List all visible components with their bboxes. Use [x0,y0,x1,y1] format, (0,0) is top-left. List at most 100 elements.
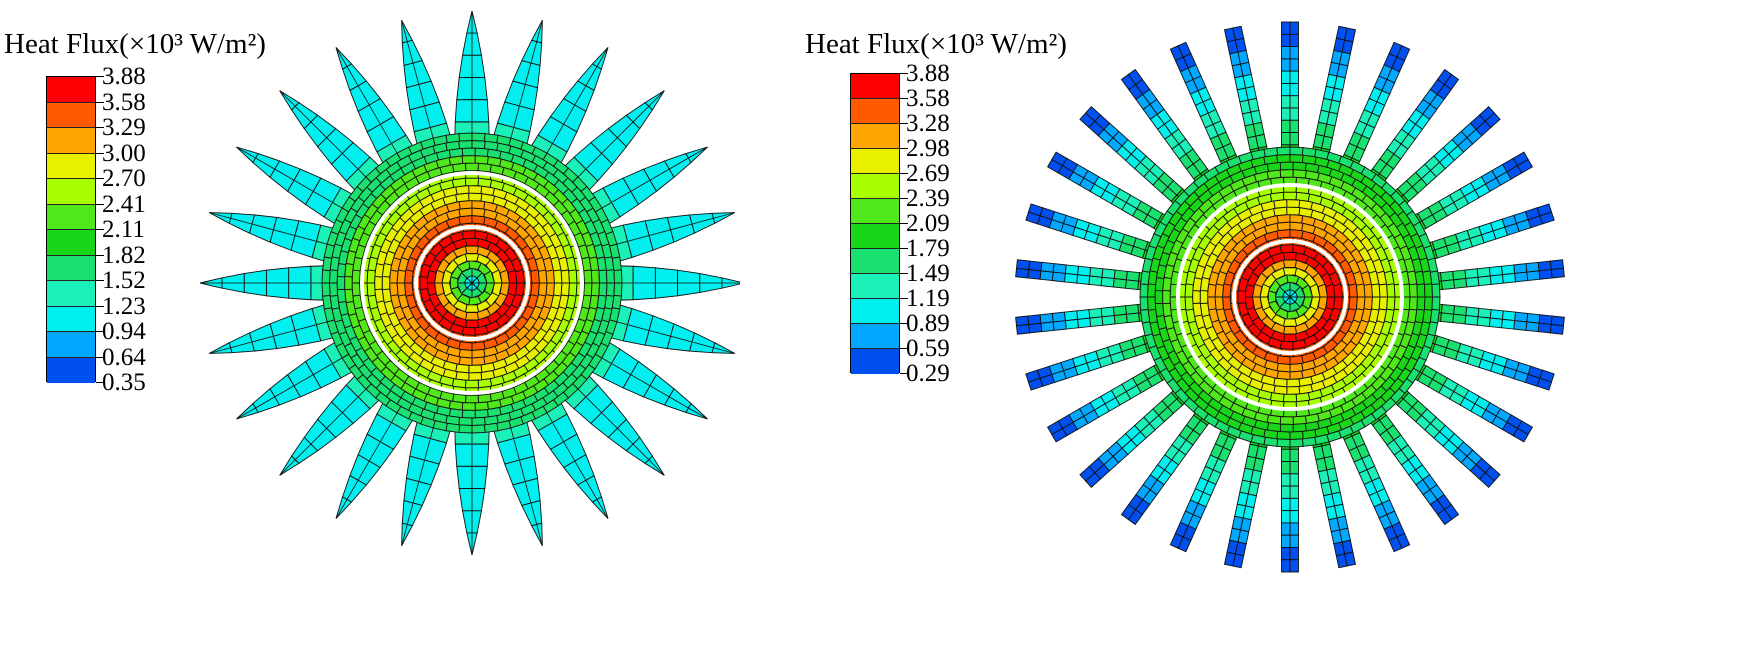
mesh-element [1282,393,1298,403]
mesh-element [474,409,489,419]
mesh-element [1281,497,1291,512]
mesh-line [650,168,670,181]
mesh-element [228,332,255,354]
mesh-line [513,105,521,127]
mesh-line [406,41,414,63]
mesh-line [601,137,618,154]
mesh-line [294,443,312,461]
mesh-element [1276,146,1291,156]
mesh-element [1289,70,1299,84]
mesh-element [366,269,376,284]
mesh-element [1064,264,1079,276]
fin [1015,259,1153,292]
legend-label: 1.52 [102,267,146,294]
mesh-element [1286,386,1301,395]
legend-tick [96,229,104,230]
mesh-line [536,524,543,546]
legend-tick [96,356,104,358]
mesh-element [1223,551,1236,567]
mesh-line [574,461,587,481]
mesh-element [401,39,423,66]
mesh-line [255,396,275,409]
mesh-element [531,20,543,44]
mesh-element [689,212,716,234]
mesh-element [1281,33,1291,47]
mesh-element [1396,45,1411,62]
mesh-line [632,105,650,123]
mesh-element [1289,154,1304,164]
disk-mesh [1139,146,1441,448]
legend-tick [900,323,908,324]
mesh-element [711,342,735,354]
mesh-element [1281,510,1291,524]
mesh-line [412,62,420,85]
legend-label: 2.41 [102,190,146,218]
fin [1310,431,1357,569]
legend-tick [96,178,104,179]
mesh-element [1292,415,1307,425]
mesh-element [1199,289,1209,305]
left-heat-flux-contour [200,10,740,556]
mesh-element [1371,296,1381,311]
mesh-element [1484,112,1501,129]
left-legend-title: Heat Flux(×10³ W/m²) [4,28,266,60]
mesh-element [553,282,563,297]
mesh-element [1112,305,1127,316]
fin [1427,302,1565,335]
legend-tick [900,173,908,174]
legend-swatch [47,102,95,128]
mesh-element [568,269,578,284]
mesh-element [1416,296,1426,311]
mesh-element [1289,107,1299,121]
mesh-element [1289,510,1299,524]
mesh-element [1279,244,1294,254]
legend-label: 1.82 [102,241,146,269]
mesh-element [1139,283,1149,298]
outer-ring [360,171,584,395]
mesh-element [1281,522,1291,536]
mesh-element [1289,485,1299,499]
mesh-element [611,294,622,310]
mesh-element [1276,438,1291,448]
mesh-element [464,253,480,262]
mesh-line [326,137,343,154]
mesh-element [1386,296,1396,311]
mesh-element [458,416,473,426]
mesh-element [1263,436,1279,447]
mesh-line [368,442,381,462]
mesh-line [335,499,348,519]
mesh-element [1289,438,1304,448]
mesh-line [401,524,408,546]
mesh-element [1051,311,1066,323]
mesh-element [464,245,480,254]
fin [610,265,740,301]
fin [1406,359,1534,443]
mesh-line [346,66,359,86]
mesh-line [628,324,650,332]
mesh-element [335,496,353,519]
mesh-element [1140,270,1151,286]
mesh-element [1452,313,1467,325]
mesh-element [1282,318,1298,327]
legend-swatch [851,74,899,99]
mesh-line [552,123,565,143]
mesh-element [1289,146,1304,156]
mesh-element [366,282,376,297]
mesh-element [1335,553,1348,569]
mesh-line [341,397,358,414]
mesh-line [530,41,538,63]
mesh-element [613,282,623,297]
mesh-element [1127,68,1144,86]
mesh-line [688,407,708,420]
mesh-element [1051,151,1068,167]
mesh-element [1289,522,1299,536]
mesh-line [713,347,735,354]
legend-swatch [47,255,95,281]
mesh-element [1139,296,1149,311]
mesh-element [1539,211,1555,225]
mesh-element [321,282,331,297]
mesh-element [1289,559,1299,573]
mesh-element [1281,547,1291,561]
mesh-element [521,39,543,66]
mesh-line [552,423,565,443]
